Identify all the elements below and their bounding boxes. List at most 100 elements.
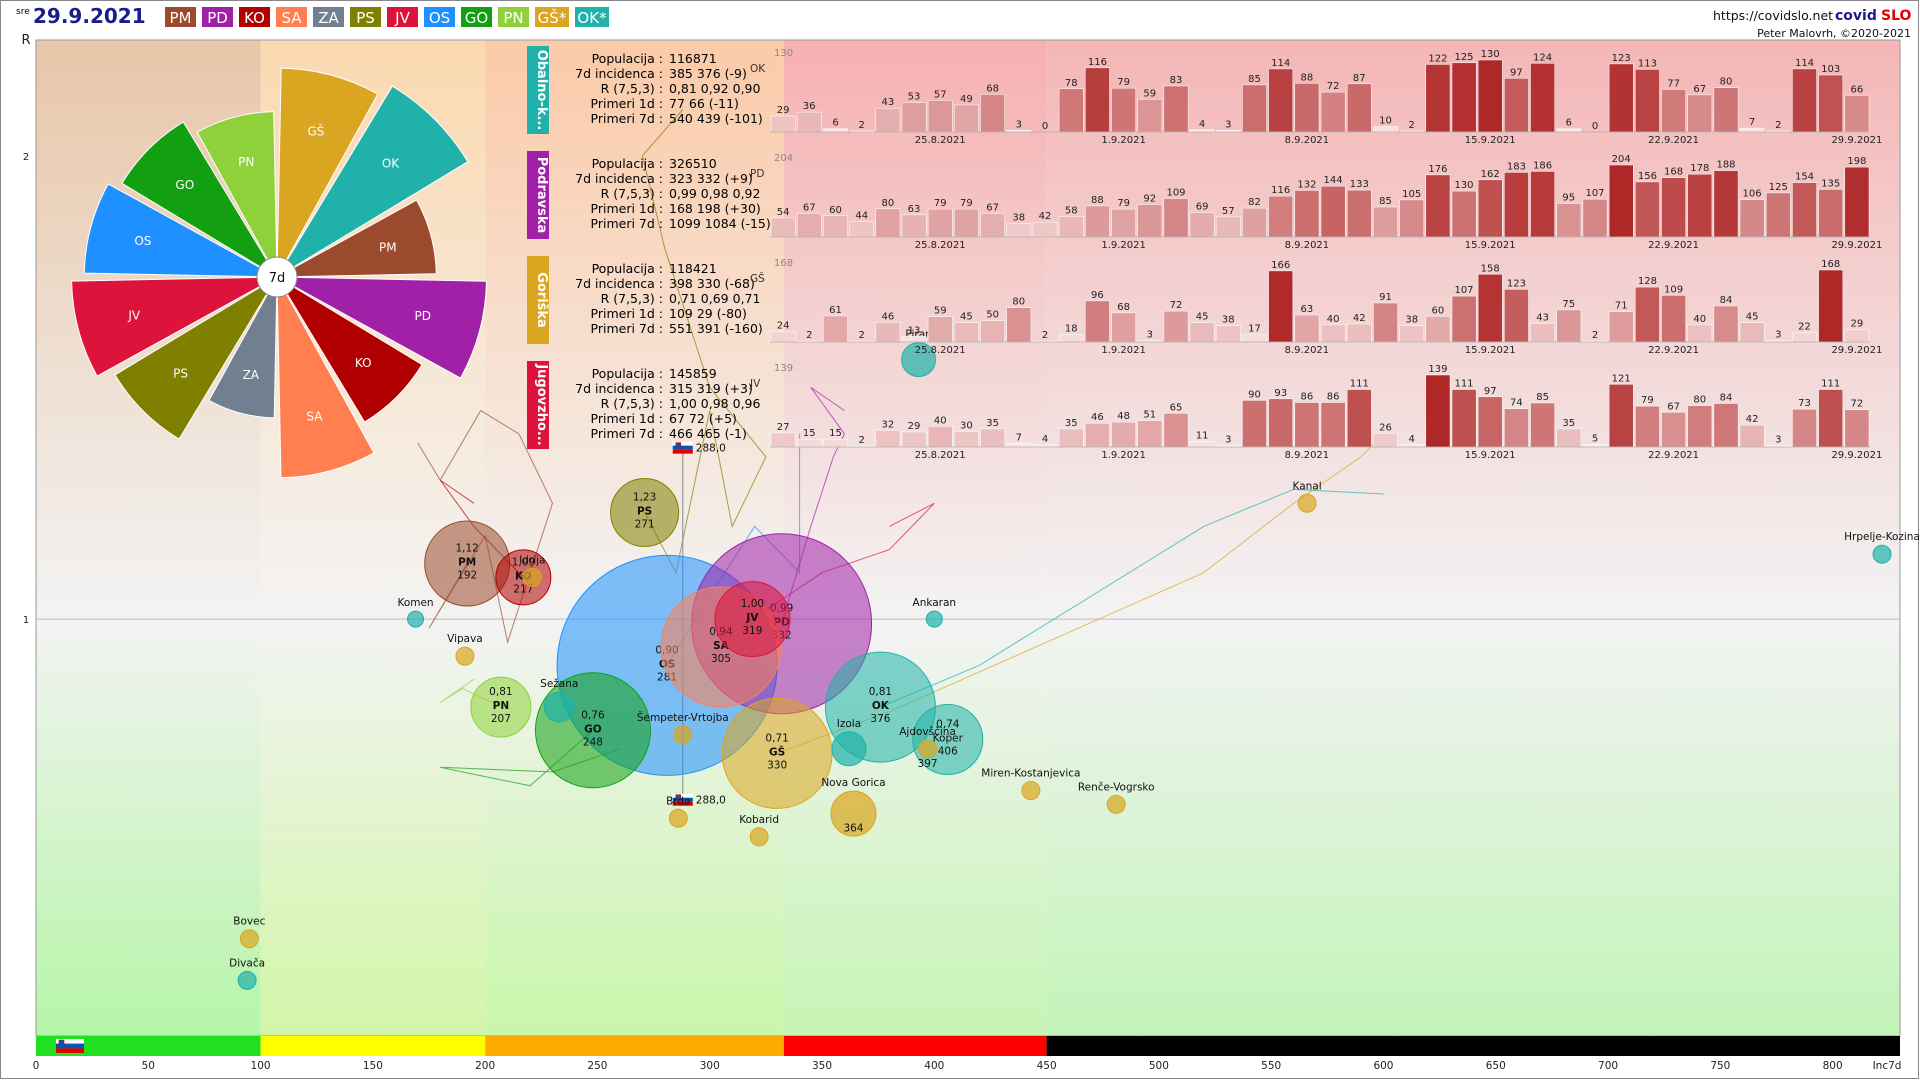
- pie-wedge: [276, 199, 437, 278]
- panel-max: 139: [774, 363, 793, 374]
- panel-bar-label: 15: [803, 428, 816, 439]
- panel-bar: [901, 431, 927, 448]
- panel-bar-label: 154: [1795, 172, 1814, 183]
- panel-bar: [796, 111, 822, 133]
- panel-info-key: Populacija :: [592, 51, 663, 66]
- panel-bar-label: 11: [1196, 430, 1209, 441]
- panel-bar: [1818, 74, 1844, 133]
- legend-chip-bg: [276, 7, 307, 27]
- panel-info-key: Primeri 1d :: [591, 201, 663, 216]
- bubble-circle: [714, 581, 791, 658]
- panel-bar-label: 43: [1536, 313, 1549, 324]
- bubble-code: GŠ: [769, 745, 785, 758]
- panel-bar: [1844, 95, 1870, 133]
- panel-bar-label: 61: [829, 305, 842, 316]
- panel-bar-label: 97: [1484, 386, 1497, 397]
- legend-chip-label: SA: [281, 9, 302, 27]
- panel-bar-label: 45: [1196, 312, 1209, 323]
- bubble-r-value: 1,00: [741, 598, 764, 610]
- panel-bar: [1661, 89, 1686, 133]
- panel-bar-label: 116: [1271, 185, 1290, 196]
- bubble-code: OK: [872, 700, 890, 712]
- panel-region-name: Goriška: [534, 272, 549, 328]
- pie-wedge: [114, 276, 278, 440]
- panel-bar: [1006, 223, 1032, 238]
- panel-bar-label: 17: [1248, 324, 1261, 335]
- legend-chip-bg: [350, 7, 381, 27]
- x-tick-label: 450: [1037, 1060, 1057, 1072]
- panel-bar: [1608, 63, 1634, 133]
- bubble-incidence: 248: [583, 736, 603, 748]
- panel-bar: [1425, 374, 1451, 448]
- pie-wedge: [196, 111, 278, 278]
- pie-slice-KO: KO: [276, 276, 423, 423]
- panel-bar: [954, 431, 979, 448]
- panel-bar: [954, 208, 979, 238]
- panel-bar: [1137, 204, 1163, 238]
- panel-bar: [901, 214, 927, 238]
- panel-bar-label: 72: [1170, 300, 1183, 311]
- panel-date: 1.9.2021: [1101, 345, 1146, 356]
- panel-bar: [1451, 389, 1477, 448]
- source-url[interactable]: https://covidslo.net: [1713, 8, 1833, 23]
- panel-bar-label: 53: [908, 92, 921, 103]
- panel-info-value: 1,00 0,98 0,96: [669, 396, 760, 411]
- panel-max: 204: [774, 153, 793, 164]
- panel-bar-label: 130: [1481, 49, 1500, 60]
- panel-bar-label: 43: [882, 97, 895, 108]
- pie-slice-label: JV: [127, 308, 141, 322]
- panel-bar: [1530, 323, 1555, 343]
- panel-bar-label: 86: [1327, 392, 1340, 403]
- panel-bar: [1425, 316, 1451, 343]
- panel-bar: [875, 322, 901, 343]
- incidence-band: [260, 1036, 486, 1056]
- panel-bar-label: 2: [1775, 120, 1781, 131]
- panel-bar: [1713, 305, 1739, 343]
- panel-bar-label: 113: [1638, 58, 1657, 69]
- panel-bar-label: 40: [1327, 314, 1340, 325]
- panel-bar-label: 84: [1720, 295, 1733, 306]
- x-axis-label: Inc7d: [1873, 1060, 1902, 1072]
- pie-slice-SA: SA: [276, 276, 375, 479]
- panel-bar-label: 198: [1847, 156, 1866, 167]
- legend-chip-label: PD: [207, 9, 228, 27]
- panel-bar: [1792, 408, 1817, 448]
- panel-bar: [1163, 85, 1189, 133]
- panel-bar: [901, 102, 927, 133]
- panel-date: 25.8.2021: [915, 450, 966, 461]
- panel-bar-label: 79: [960, 198, 973, 209]
- panel-bar: [1163, 198, 1189, 238]
- panel-bar: [1163, 413, 1189, 448]
- panel-date: 22.9.2021: [1648, 240, 1699, 251]
- panel-bar: [1504, 172, 1529, 238]
- panel-bar-label: 84: [1720, 393, 1733, 404]
- bubble-incidence: 207: [491, 713, 511, 725]
- panel-bar: [1373, 302, 1398, 343]
- municipality-Kobarid: Kobarid: [739, 814, 779, 847]
- panel-bar: [1085, 205, 1110, 238]
- municipality-label: Šempeter-Vrtojba: [637, 711, 729, 724]
- panel-bar-label: 29: [908, 421, 921, 432]
- flag-red: [56, 1048, 84, 1053]
- panel-date: 15.9.2021: [1465, 345, 1516, 356]
- panel-tag: [527, 46, 549, 134]
- panel-info-key: 7d incidenca :: [575, 276, 663, 291]
- y-axis-label: R: [21, 33, 30, 48]
- legend-chip-PM: PM: [165, 7, 196, 27]
- panel-bar-label: 67: [1667, 401, 1680, 412]
- panel-bar: [1556, 428, 1582, 448]
- municipality-Hrpelje-Kozina: Hrpelje-Kozina: [1844, 531, 1920, 564]
- pie-wedge: [71, 276, 278, 377]
- panel-bar: [1320, 402, 1346, 448]
- panel-info-value: 551 391 (-160): [669, 321, 763, 336]
- author: Peter Malovrh, ©2020-2021: [1757, 27, 1911, 40]
- municipality-circle: [749, 827, 769, 847]
- panel-bar-label: 95: [1562, 193, 1575, 204]
- panel-bar-label: 156: [1638, 171, 1657, 182]
- panel-bar-label: 124: [1533, 52, 1552, 63]
- panel-bar-label: 42: [1353, 313, 1366, 324]
- panel-bar: [1242, 334, 1267, 343]
